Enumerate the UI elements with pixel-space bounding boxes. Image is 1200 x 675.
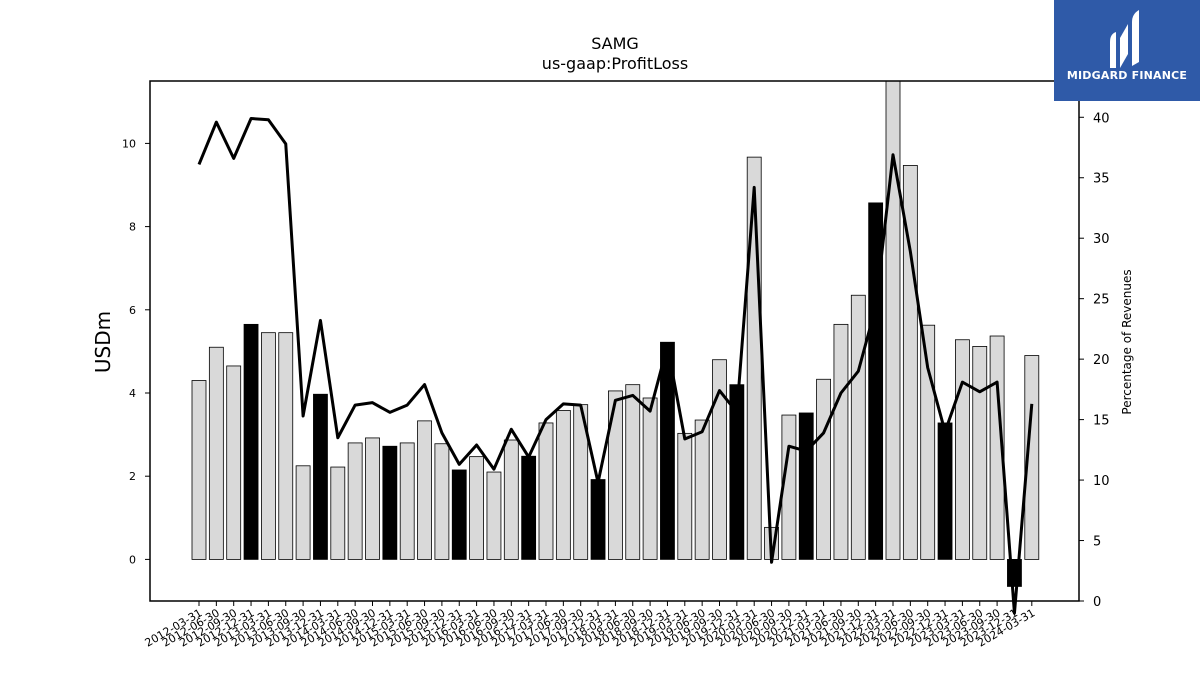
x-axis: 2012-03-312012-06-302012-09-302012-12-31… bbox=[143, 601, 1037, 650]
y2-tick-label: 15 bbox=[1093, 414, 1110, 429]
bar-2012-06-30 bbox=[208, 346, 224, 560]
line-series-percentage bbox=[197, 116, 1034, 615]
bar-2013-06-30 bbox=[278, 332, 294, 560]
bar-2017-03-31 bbox=[538, 422, 554, 560]
bar-2016-09-30 bbox=[503, 439, 519, 560]
bar-2014-03-31 bbox=[330, 466, 346, 560]
y2-tick-label: 30 bbox=[1093, 232, 1110, 247]
bar-2018-06-30 bbox=[625, 384, 641, 560]
midgard-logo-icon bbox=[1110, 10, 1139, 68]
y-tick-label: 10 bbox=[122, 137, 136, 150]
y2-tick-label: 40 bbox=[1093, 111, 1110, 126]
bar-2012-03-31 bbox=[191, 380, 207, 560]
bar-2017-12-31 bbox=[590, 479, 606, 560]
y2-tick-label: 25 bbox=[1093, 293, 1110, 308]
bar-2012-12-31 bbox=[243, 323, 259, 560]
bar-2022-12-31 bbox=[937, 422, 953, 560]
bar-2020-12-31 bbox=[798, 412, 814, 560]
bar-2022-03-31 bbox=[885, 80, 901, 560]
y-axis-left: 0 2 4 6 8 10 bbox=[122, 137, 150, 566]
bar-2014-09-30 bbox=[365, 437, 380, 560]
bar-2012-09-30 bbox=[226, 365, 242, 560]
bar-2023-06-30 bbox=[972, 346, 988, 560]
y-tick-label: 6 bbox=[129, 304, 136, 317]
y2-tick-label: 5 bbox=[1093, 535, 1101, 550]
bar-2022-06-30 bbox=[902, 165, 918, 560]
bar-2013-09-30 bbox=[295, 465, 311, 560]
bar-2015-03-31 bbox=[399, 442, 415, 560]
bar-2021-09-30 bbox=[850, 294, 866, 560]
y2-tick-label: 35 bbox=[1093, 172, 1110, 187]
bar-2015-09-30 bbox=[434, 443, 450, 560]
bar-2019-12-31 bbox=[729, 384, 745, 560]
y-tick-label: 8 bbox=[129, 221, 136, 234]
bar-2023-09-30 bbox=[989, 335, 1005, 560]
bar-2016-12-31 bbox=[521, 455, 537, 560]
bar-2016-06-30 bbox=[486, 471, 502, 560]
bar-2013-03-31 bbox=[260, 332, 276, 560]
y2-tick-label: 10 bbox=[1093, 474, 1110, 489]
plot-frame bbox=[149, 80, 1080, 602]
bar-2019-06-30 bbox=[694, 419, 710, 560]
y-tick-label: 4 bbox=[129, 387, 136, 400]
y-tick-label: 0 bbox=[129, 553, 136, 566]
bar-2019-09-30 bbox=[712, 359, 727, 560]
bar-2019-03-31 bbox=[677, 432, 693, 560]
bar-2018-12-31 bbox=[660, 341, 675, 560]
brand-logo: MIDGARD FINANCE bbox=[1054, 0, 1200, 101]
y-axis-right: 0 5 10 15 20 25 30 35 40 bbox=[1079, 111, 1110, 610]
bar-2015-06-30 bbox=[417, 420, 432, 560]
bar-2014-06-30 bbox=[347, 442, 363, 560]
y-tick-label: 2 bbox=[129, 470, 136, 483]
bar-2013-12-31 bbox=[313, 393, 328, 560]
bar-2014-12-31 bbox=[382, 445, 398, 560]
bar-2018-09-30 bbox=[642, 397, 658, 560]
y2-axis-label: Percentage of Revenues bbox=[1120, 269, 1134, 414]
bar-2017-06-30 bbox=[555, 410, 571, 560]
bar-2023-03-31 bbox=[955, 339, 970, 560]
bar-2016-03-31 bbox=[469, 456, 485, 560]
bar-2015-12-31 bbox=[451, 469, 467, 560]
bar-2021-06-30 bbox=[833, 323, 849, 560]
y2-tick-label: 20 bbox=[1093, 353, 1110, 368]
chart-subtitle: us-gaap:ProfitLoss bbox=[542, 54, 688, 73]
bar-2021-12-31 bbox=[868, 202, 884, 560]
y2-tick-label: 0 bbox=[1093, 595, 1101, 610]
chart-title: SAMG bbox=[591, 34, 639, 53]
bar-2024-03-31 bbox=[1024, 355, 1040, 560]
bar-2018-03-31 bbox=[608, 390, 623, 560]
bar-2021-03-31 bbox=[816, 378, 831, 560]
y-axis-label: USDm bbox=[91, 311, 115, 373]
brand-name: MIDGARD FINANCE bbox=[1066, 69, 1188, 82]
